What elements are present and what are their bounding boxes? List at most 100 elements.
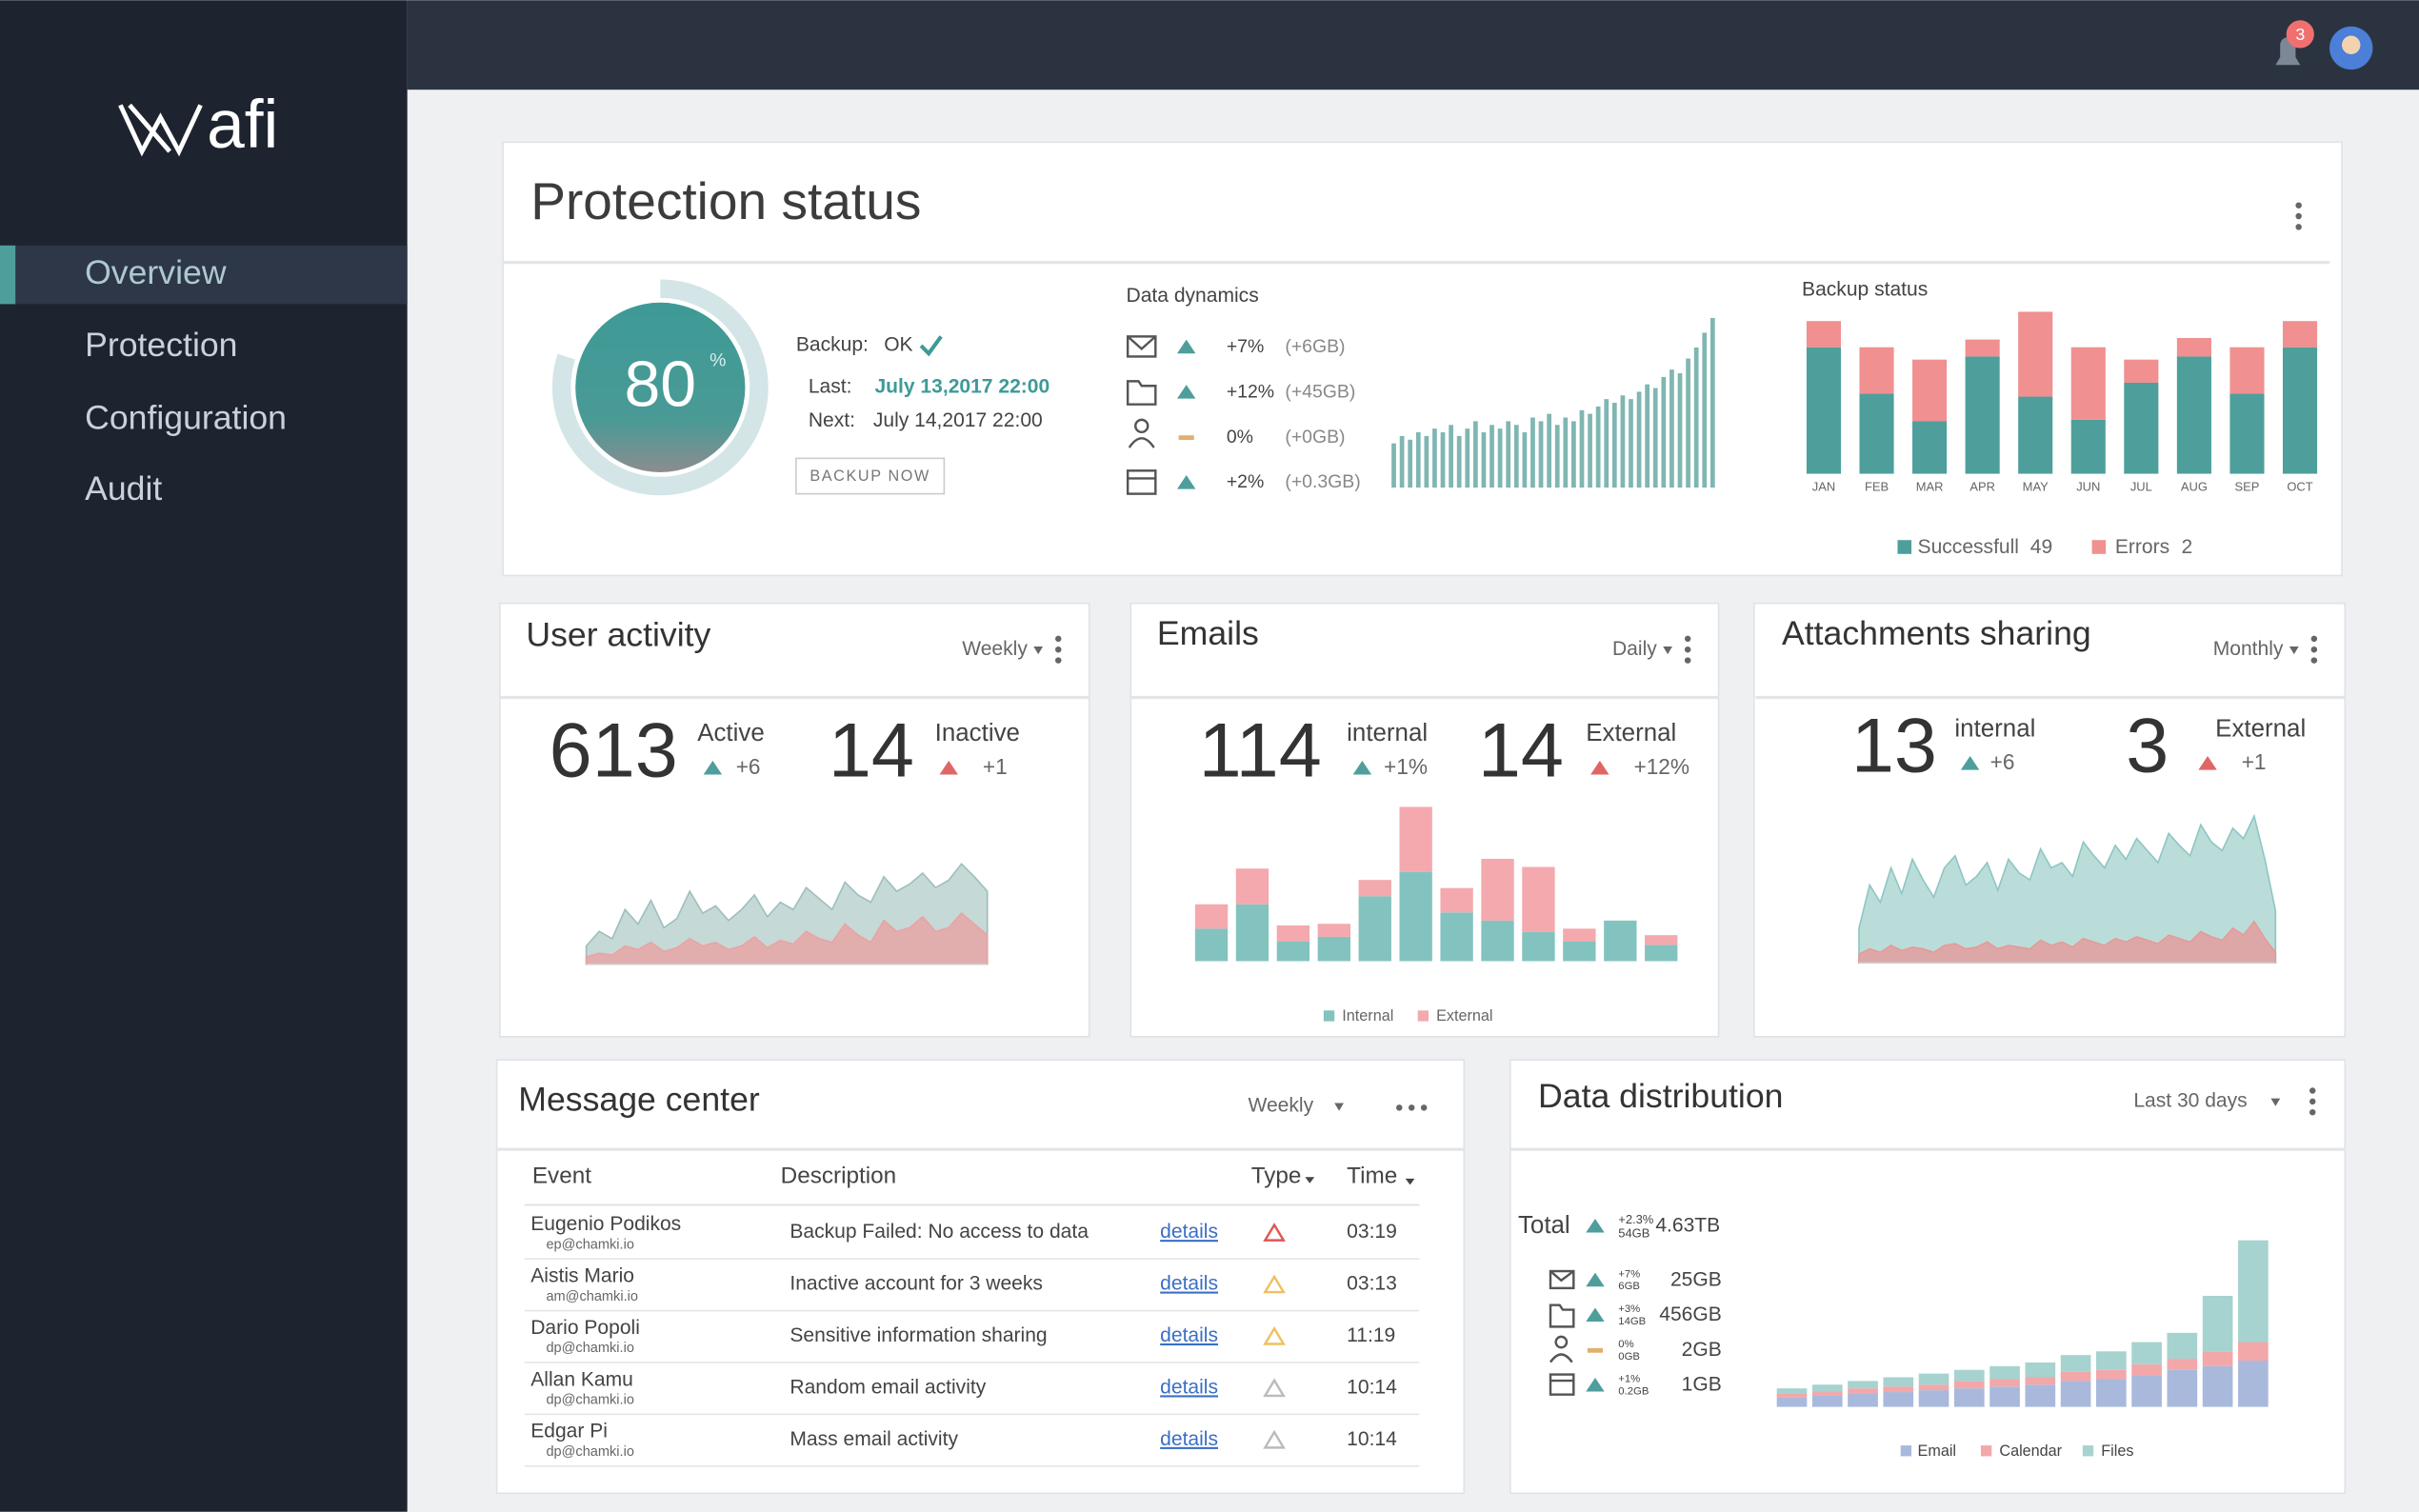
bar-segment: [2095, 1351, 2127, 1370]
nav-item[interactable]: Protection: [85, 326, 237, 364]
caret[interactable]: [2270, 1098, 2281, 1106]
bar-segment: [2070, 347, 2106, 420]
bar-segment: [1811, 1395, 1843, 1407]
menu-dot[interactable]: [2310, 635, 2318, 643]
bar: [1669, 369, 1674, 488]
gauge-unit: %: [710, 349, 726, 370]
time: 03:13: [1347, 1273, 1397, 1295]
stat-value: 3: [2126, 704, 2169, 789]
bar: [1473, 421, 1478, 488]
legend-label: Calendar: [1999, 1442, 2062, 1460]
bar: [1391, 443, 1396, 488]
row-value: 2GB: [1682, 1339, 1722, 1361]
nav-item[interactable]: Audit: [85, 469, 162, 507]
time: 10:14: [1347, 1428, 1397, 1450]
description: Backup Failed: No access to data: [790, 1221, 1089, 1243]
menu-dot[interactable]: [1684, 657, 1691, 664]
details-link[interactable]: details: [1160, 1324, 1218, 1346]
bar-segment: [2095, 1379, 2127, 1407]
backup-button[interactable]: [795, 457, 946, 495]
menu-dots[interactable]: [2295, 202, 2302, 230]
caret[interactable]: [1334, 1103, 1344, 1111]
legend-value: 49: [2030, 536, 2052, 558]
bar-segment: [2176, 356, 2211, 474]
period-select[interactable]: Last 30 days: [2133, 1089, 2247, 1111]
bar: [1497, 428, 1503, 488]
menu-dots[interactable]: [1396, 1104, 1428, 1111]
menu-dot[interactable]: [1055, 646, 1062, 653]
row-icons: [1549, 1269, 1575, 1396]
change: +3%: [1618, 1303, 1640, 1315]
period-select[interactable]: Daily: [1612, 638, 1657, 660]
amount: 54GB: [1618, 1226, 1649, 1241]
nav-item[interactable]: Configuration: [85, 398, 287, 436]
total-label: Total: [1518, 1212, 1570, 1239]
details-link[interactable]: details: [1160, 1273, 1218, 1295]
bar-segment: [2167, 1359, 2198, 1370]
stat-label: Active: [697, 720, 765, 746]
bar: [1611, 403, 1617, 488]
bar: [1424, 435, 1429, 488]
period-select[interactable]: Monthly: [2213, 638, 2284, 660]
caret[interactable]: [1305, 1177, 1315, 1184]
bar-segment: [1399, 871, 1432, 962]
amount: 6GB: [1618, 1281, 1640, 1292]
details-link[interactable]: details: [1160, 1428, 1218, 1450]
bar-segment: [1883, 1392, 1914, 1407]
bar: [1588, 413, 1592, 488]
caret[interactable]: [2289, 646, 2299, 655]
stat-value: 14: [1478, 707, 1564, 793]
logo-text: afi: [207, 87, 278, 163]
menu-dot[interactable]: [1055, 657, 1062, 664]
bar-segment: [2202, 1295, 2233, 1352]
menu-dot[interactable]: [1684, 646, 1691, 653]
column-header[interactable]: Type: [1251, 1164, 1302, 1189]
notification-count: 3: [2295, 25, 2305, 44]
bar-segment: [1848, 1393, 1878, 1407]
legend-label: External: [1436, 1007, 1492, 1025]
bar-segment: [1776, 1397, 1808, 1407]
nav-item[interactable]: Overview: [85, 253, 227, 291]
stat-value: 114: [1199, 707, 1322, 793]
bar-segment: [2124, 382, 2159, 474]
time: 11:19: [1347, 1324, 1395, 1346]
bar-segment: [1358, 880, 1391, 897]
bar-segment: [1848, 1388, 1878, 1394]
bar-segment: [2167, 1332, 2198, 1360]
bar-segment: [1522, 931, 1555, 962]
caret[interactable]: [1405, 1178, 1415, 1185]
bar-segment: [1481, 920, 1514, 962]
stat-delta: +1: [983, 754, 1008, 779]
bar: [1456, 435, 1462, 488]
period-select[interactable]: Weekly: [962, 638, 1028, 660]
details-link[interactable]: details: [1160, 1376, 1218, 1398]
bar-segment: [1440, 912, 1473, 962]
button-label[interactable]: BACKUP NOW: [810, 468, 930, 485]
menu-dot[interactable]: [1055, 635, 1062, 643]
menu-dots[interactable]: [2309, 1087, 2316, 1116]
trend-icon: [1960, 756, 1980, 770]
bar: [1530, 417, 1535, 488]
bar-segment: [1806, 321, 1842, 348]
period-select[interactable]: Weekly: [1248, 1094, 1313, 1116]
gauge-disc: [575, 302, 746, 472]
bar-segment: [1953, 1381, 1985, 1389]
bar-segment: [1965, 339, 2000, 357]
menu-dot[interactable]: [2310, 646, 2318, 653]
caret[interactable]: [1033, 646, 1044, 655]
backup-state: OK: [884, 334, 912, 356]
row-value: 456GB: [1659, 1303, 1722, 1325]
column-header[interactable]: Time: [1347, 1164, 1397, 1189]
menu-dot[interactable]: [2310, 657, 2318, 664]
card: [1509, 1059, 2347, 1495]
label: Backup:: [796, 334, 869, 356]
bar-segment: [1194, 928, 1229, 962]
bar-segment: [2070, 419, 2106, 474]
details-link[interactable]: details: [1160, 1221, 1218, 1243]
menu-dot[interactable]: [1684, 635, 1691, 643]
legend-label: Errors: [2115, 536, 2169, 558]
bar: [1677, 373, 1683, 488]
bar-segment: [2060, 1355, 2091, 1372]
caret[interactable]: [1663, 646, 1672, 655]
card-title: Protection status: [530, 171, 921, 230]
